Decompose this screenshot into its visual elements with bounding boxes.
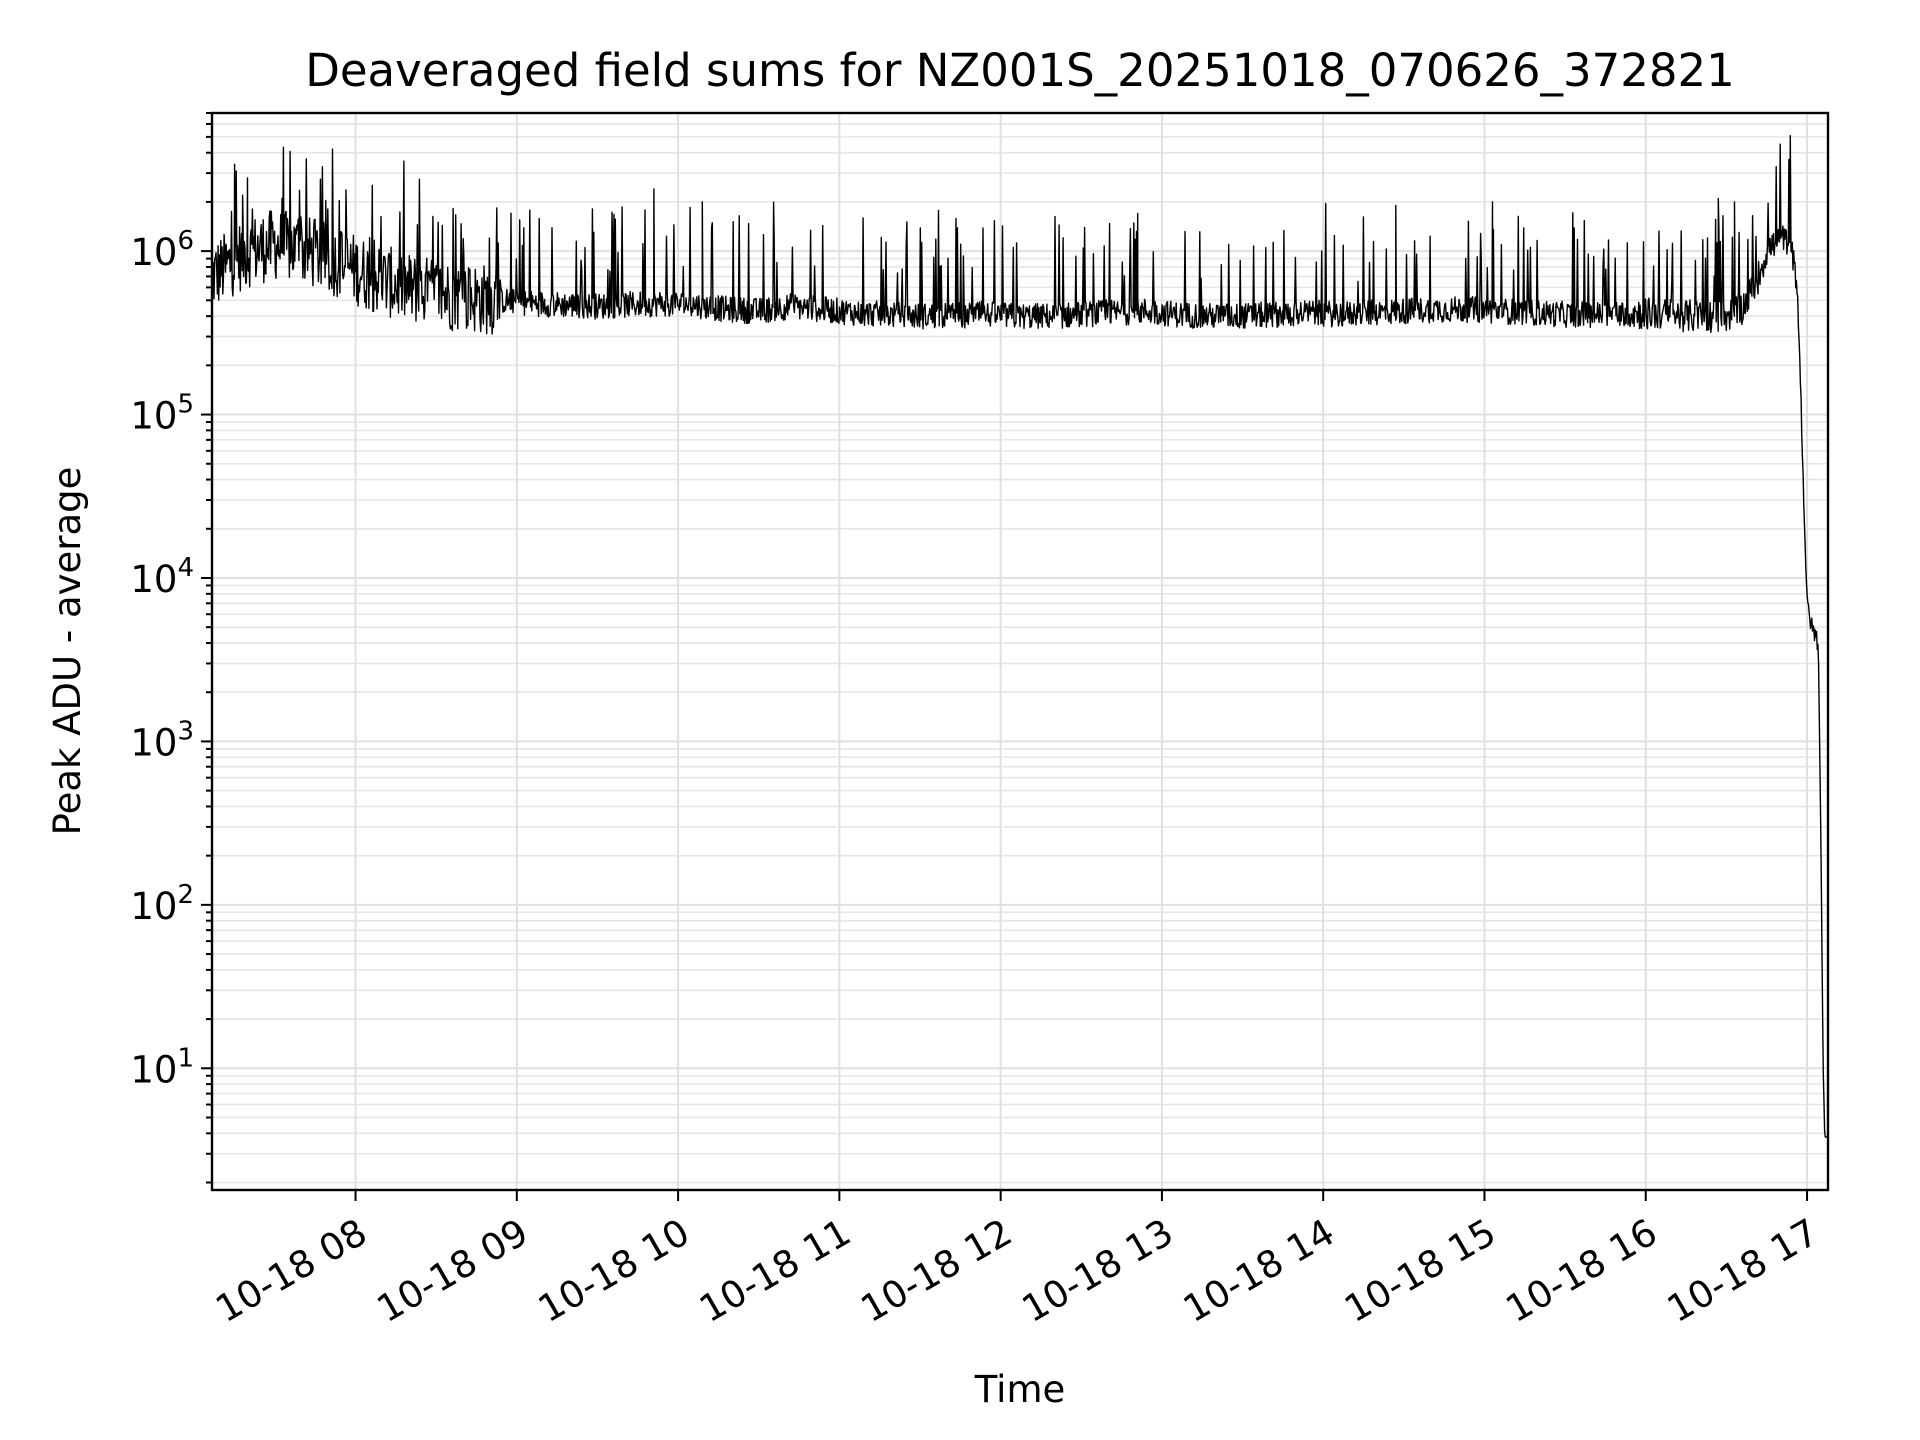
x-tick-label: 10-18 11 xyxy=(692,1211,858,1331)
x-tick-label: 10-18 14 xyxy=(1176,1211,1342,1331)
y-axis: 101 102 103 104 105 106 xyxy=(130,112,212,1184)
axes-frame xyxy=(210,111,1830,1192)
grid xyxy=(212,112,1828,1190)
x-axis-label: Time xyxy=(974,1368,1066,1411)
y-tick-label: 104 xyxy=(130,553,194,601)
series-line xyxy=(211,135,1828,1138)
x-tick-label: 10-18 12 xyxy=(854,1211,1020,1331)
y-tick-label: 103 xyxy=(130,716,194,764)
y-tick-label: 101 xyxy=(130,1043,194,1091)
x-tick-label: 10-18 09 xyxy=(370,1211,536,1331)
y-tick-label: 102 xyxy=(130,880,194,928)
x-tick-label: 10-18 13 xyxy=(1015,1211,1181,1331)
x-tick-label: 10-18 15 xyxy=(1337,1211,1503,1331)
y-tick-label: 106 xyxy=(130,226,194,274)
y-axis-label: Peak ADU - average xyxy=(46,467,89,836)
x-tick-label: 10-18 08 xyxy=(208,1211,374,1331)
x-tick-label: 10-18 17 xyxy=(1660,1211,1826,1331)
chart-title: Deaveraged field sums for NZ001S_2025101… xyxy=(305,44,1735,97)
y-tick-label: 105 xyxy=(130,390,194,438)
plot-area xyxy=(211,135,1828,1138)
x-tick-label: 10-18 16 xyxy=(1499,1211,1665,1331)
x-tick-label: 10-18 10 xyxy=(531,1211,697,1331)
